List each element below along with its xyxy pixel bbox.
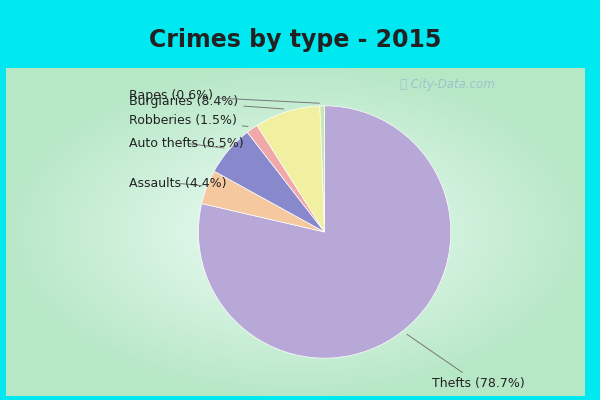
Wedge shape xyxy=(320,106,325,232)
Text: Robberies (1.5%): Robberies (1.5%) xyxy=(129,114,248,127)
Wedge shape xyxy=(214,132,325,232)
Text: Crimes by type - 2015: Crimes by type - 2015 xyxy=(149,28,442,52)
Text: Rapes (0.6%): Rapes (0.6%) xyxy=(129,89,319,103)
Text: Assaults (4.4%): Assaults (4.4%) xyxy=(129,177,227,190)
Wedge shape xyxy=(199,106,451,358)
Wedge shape xyxy=(247,126,325,232)
Text: Thefts (78.7%): Thefts (78.7%) xyxy=(407,334,524,390)
Wedge shape xyxy=(257,106,325,232)
Text: Burglaries (8.4%): Burglaries (8.4%) xyxy=(129,95,284,109)
Wedge shape xyxy=(202,171,325,232)
Text: ⓘ City-Data.com: ⓘ City-Data.com xyxy=(400,78,495,91)
Text: Auto thefts (6.5%): Auto thefts (6.5%) xyxy=(129,137,244,150)
